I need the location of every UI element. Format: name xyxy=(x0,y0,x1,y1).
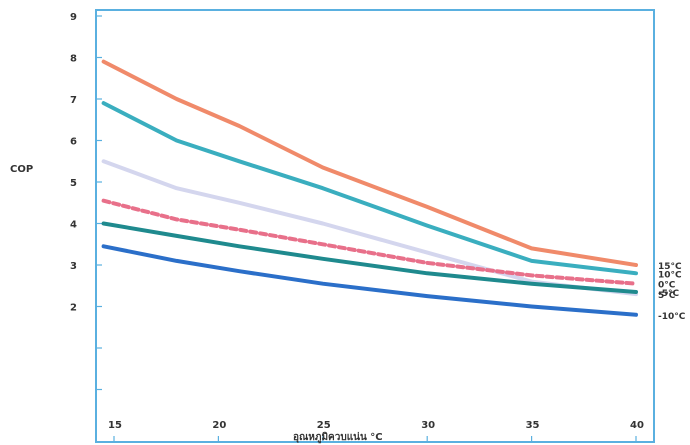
series-label-0: 15°C xyxy=(658,262,682,272)
y-tick-label: 4 xyxy=(70,220,77,231)
x-axis-ticks: 15 20 25 30 35 40 xyxy=(108,420,644,442)
x-tick-label: 20 xyxy=(212,420,226,431)
series-line-0 xyxy=(101,59,638,267)
y-tick-label: 7 xyxy=(70,95,77,106)
y-tick-label: 5 xyxy=(70,178,77,189)
y-tick-label: 8 xyxy=(70,54,77,65)
series-label-5: -10°C xyxy=(658,312,686,322)
series-line-3 xyxy=(101,198,638,286)
plot-frame xyxy=(95,9,655,443)
series-label-4: -5°C xyxy=(658,289,679,299)
series-label-3: 0°C xyxy=(658,281,676,291)
y-tick-label: 3 xyxy=(70,261,77,272)
x-tick-label: 15 xyxy=(108,420,122,431)
y-tick-label: 9 xyxy=(70,12,77,23)
series-labels: 15°C10°C 5°C0°C-5°C -10°C xyxy=(658,262,686,322)
x-axis-title: อุณหภูมิควบแน่น °C xyxy=(293,431,383,444)
y-axis-title: COP xyxy=(10,164,33,175)
series-line-1 xyxy=(101,101,638,276)
series-line-5 xyxy=(101,244,638,317)
series-line-2 xyxy=(101,159,638,297)
series-label-1: 10°C xyxy=(658,270,682,280)
x-tick-label: 35 xyxy=(526,420,540,431)
y-tick-label: 2 xyxy=(70,303,77,314)
y-tick-label: 6 xyxy=(70,137,77,148)
series-lines xyxy=(101,59,638,317)
series-label-2: 5°C xyxy=(658,291,676,301)
y-axis-ticks: 2 3 4 5 6 7 8 9 xyxy=(70,12,102,391)
x-tick-label: 40 xyxy=(630,420,644,431)
series-line-4 xyxy=(101,221,638,294)
x-tick-label: 30 xyxy=(421,420,435,431)
x-tick-label: 25 xyxy=(317,420,331,431)
